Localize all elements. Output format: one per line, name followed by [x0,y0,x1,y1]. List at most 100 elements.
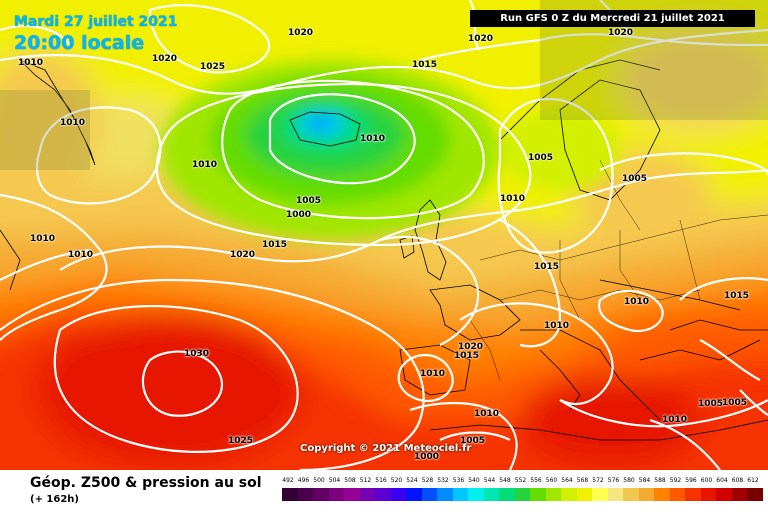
legend-swatch [700,488,717,501]
legend-swatch [731,488,748,501]
legend-value: 568 [576,477,589,484]
run-info: Run GFS 0 Z du Mercredi 21 juillet 2021 [470,10,755,27]
legend-value: 604 [716,477,728,484]
legend-value: 612 [747,477,759,484]
isobar-label: 1010 [662,415,688,425]
legend-swatch [607,488,624,501]
isobar-label: 1010 [60,118,86,128]
legend-value: 508 [344,477,356,484]
legend-value: 540 [468,477,480,484]
low-pressure-core [160,60,620,240]
legend-swatch [452,488,469,501]
legend-value: 496 [297,477,310,484]
legend-swatch [716,488,732,501]
isobar-label: 1005 [528,153,554,163]
isobar-label: 1000 [414,452,440,462]
valid-date: Mardi 27 juillet 2021 [14,14,178,30]
isobar-label: 1010 [30,234,56,244]
legend-swatch [328,488,345,501]
isobar-label: 1005 [296,196,322,206]
legend-swatch [576,488,593,501]
legend-value: 596 [685,477,697,484]
legend-value: 584 [638,477,651,484]
legend-value: 556 [530,477,542,484]
legend-value: 608 [731,477,744,484]
legend-swatch [437,488,453,501]
legend-swatch [514,488,531,501]
legend-swatch [421,488,438,501]
legend-swatch [669,488,686,501]
isobar-label: 1020 [230,250,256,260]
isobar-label: 1015 [262,240,288,250]
legend-value: 548 [499,477,511,484]
isobar-label: 1005 [722,398,748,408]
legend-value: 528 [421,477,434,484]
legend-swatch [499,488,515,501]
legend-value: 576 [607,477,620,484]
legend-swatch [685,488,701,501]
legend-value: 580 [623,477,635,484]
legend-value: 516 [375,477,387,484]
chart-title: Géop. Z500 & pression au sol [30,475,262,491]
isobar-label: 1020 [468,34,494,44]
legend-swatch [654,488,670,501]
legend-value: 532 [437,477,449,484]
legend-swatch [638,488,655,501]
isobar-label: 1000 [286,210,312,220]
legend-value: 592 [669,477,682,484]
legend-swatch [313,488,329,501]
isobar-label: 1015 [724,291,750,301]
legend-swatch [747,488,763,501]
isobar-label: 1010 [420,369,446,379]
isobar-label: 1010 [192,160,218,170]
legend-value: 504 [328,477,341,484]
footer: Géop. Z500 & pression au sol (+ 162h) 49… [0,470,768,512]
isobar-label: 1020 [608,28,634,38]
legend-value: 492 [282,477,294,484]
isobar-label: 1025 [200,62,226,72]
isobar-label: 1010 [500,194,526,204]
legend-value: 560 [545,477,558,484]
isobar-label: 1015 [454,351,480,361]
isobar-label: 1015 [412,60,438,70]
isobar-label: 1020 [288,28,314,38]
isobar-label: 1005 [698,399,724,409]
isobars [0,0,768,470]
legend-swatch [623,488,639,501]
legend-swatch [390,488,407,501]
legend-swatch [530,488,546,501]
isobar-label: 1005 [460,436,486,446]
isobar-label: 1010 [18,58,44,68]
valid-time: 20:00 locale [14,32,145,54]
isobar-label: 1025 [228,436,254,446]
legend-value: 600 [700,477,713,484]
isobar-label: 1010 [474,409,500,419]
legend-swatch [406,488,422,501]
forecast-lead-time: (+ 162h) [30,494,79,505]
legend-value: 572 [592,477,604,484]
forecast-map: 1020 1010 1020 1025 1010 1015 1020 1020 1010 1010… [0,0,768,470]
legend-value: 588 [654,477,666,484]
isobar-label: 1030 [184,349,210,359]
legend-swatch [561,488,577,501]
isobar-label: 1010 [360,134,386,144]
legend-swatch [344,488,360,501]
legend-value: 512 [359,477,372,484]
copyright-notice: Copyright © 2021 Meteociel.fr [300,443,472,454]
legend-swatch [297,488,314,501]
legend-value: 536 [452,477,465,484]
legend-swatch [359,488,376,501]
isobar-label: 1010 [544,321,570,331]
legend-swatch [545,488,562,501]
isobar-label: 1010 [624,297,650,307]
legend-value: 544 [483,477,496,484]
legend-value: 524 [406,477,418,484]
legend-swatch [468,488,484,501]
country-borders [469,159,768,381]
map-canvas [0,0,768,470]
legend-swatch [483,488,500,501]
isobar-label: 1020 [458,342,484,352]
legend-swatch [375,488,391,501]
legend-value: 520 [390,477,403,484]
